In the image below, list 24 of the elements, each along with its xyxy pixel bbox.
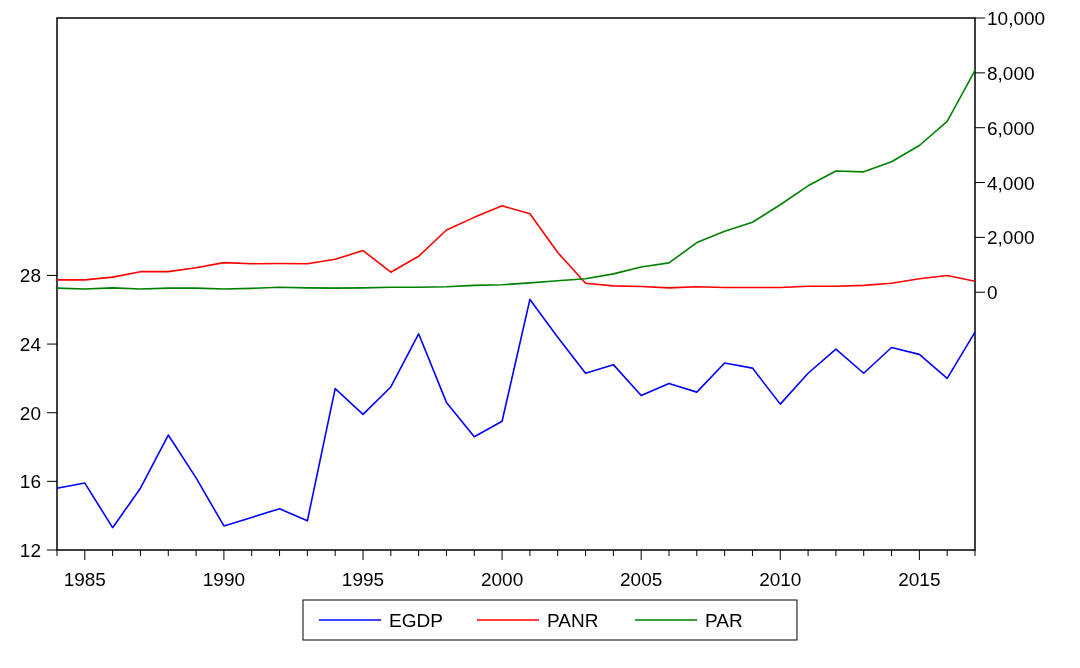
y2-tick-label: 2,000 [987,227,1035,249]
legend-label: PAR [705,610,743,631]
y-tick-label: 28 [19,265,41,287]
line-series [56,205,976,289]
x-tick-label: 2005 [620,569,663,590]
line-series [56,298,976,529]
y2-tick-label: 4,000 [987,172,1035,194]
line-series [56,69,976,290]
y-tick-label: 20 [19,402,41,424]
legend-label: PANR [547,610,599,631]
y-tick-label: 24 [19,334,42,356]
y2-tick-label: 6,000 [987,117,1035,139]
x-tick-label: 2010 [759,569,802,590]
y2-tick-label: 10,000 [987,8,1046,29]
x-tick-label: 1990 [202,569,246,590]
x-tick-label: 2000 [480,569,524,590]
y-tick-label: 16 [19,471,41,493]
legend-label: EGDP [389,610,443,631]
x-tick-label: 2015 [898,569,941,590]
y2-tick-label: 0 [987,282,998,304]
y-tick-label: 12 [19,540,41,561]
x-tick-label: 1995 [341,569,385,590]
x-tick-label: 1985 [63,569,106,590]
y2-tick-label: 8,000 [987,62,1035,84]
